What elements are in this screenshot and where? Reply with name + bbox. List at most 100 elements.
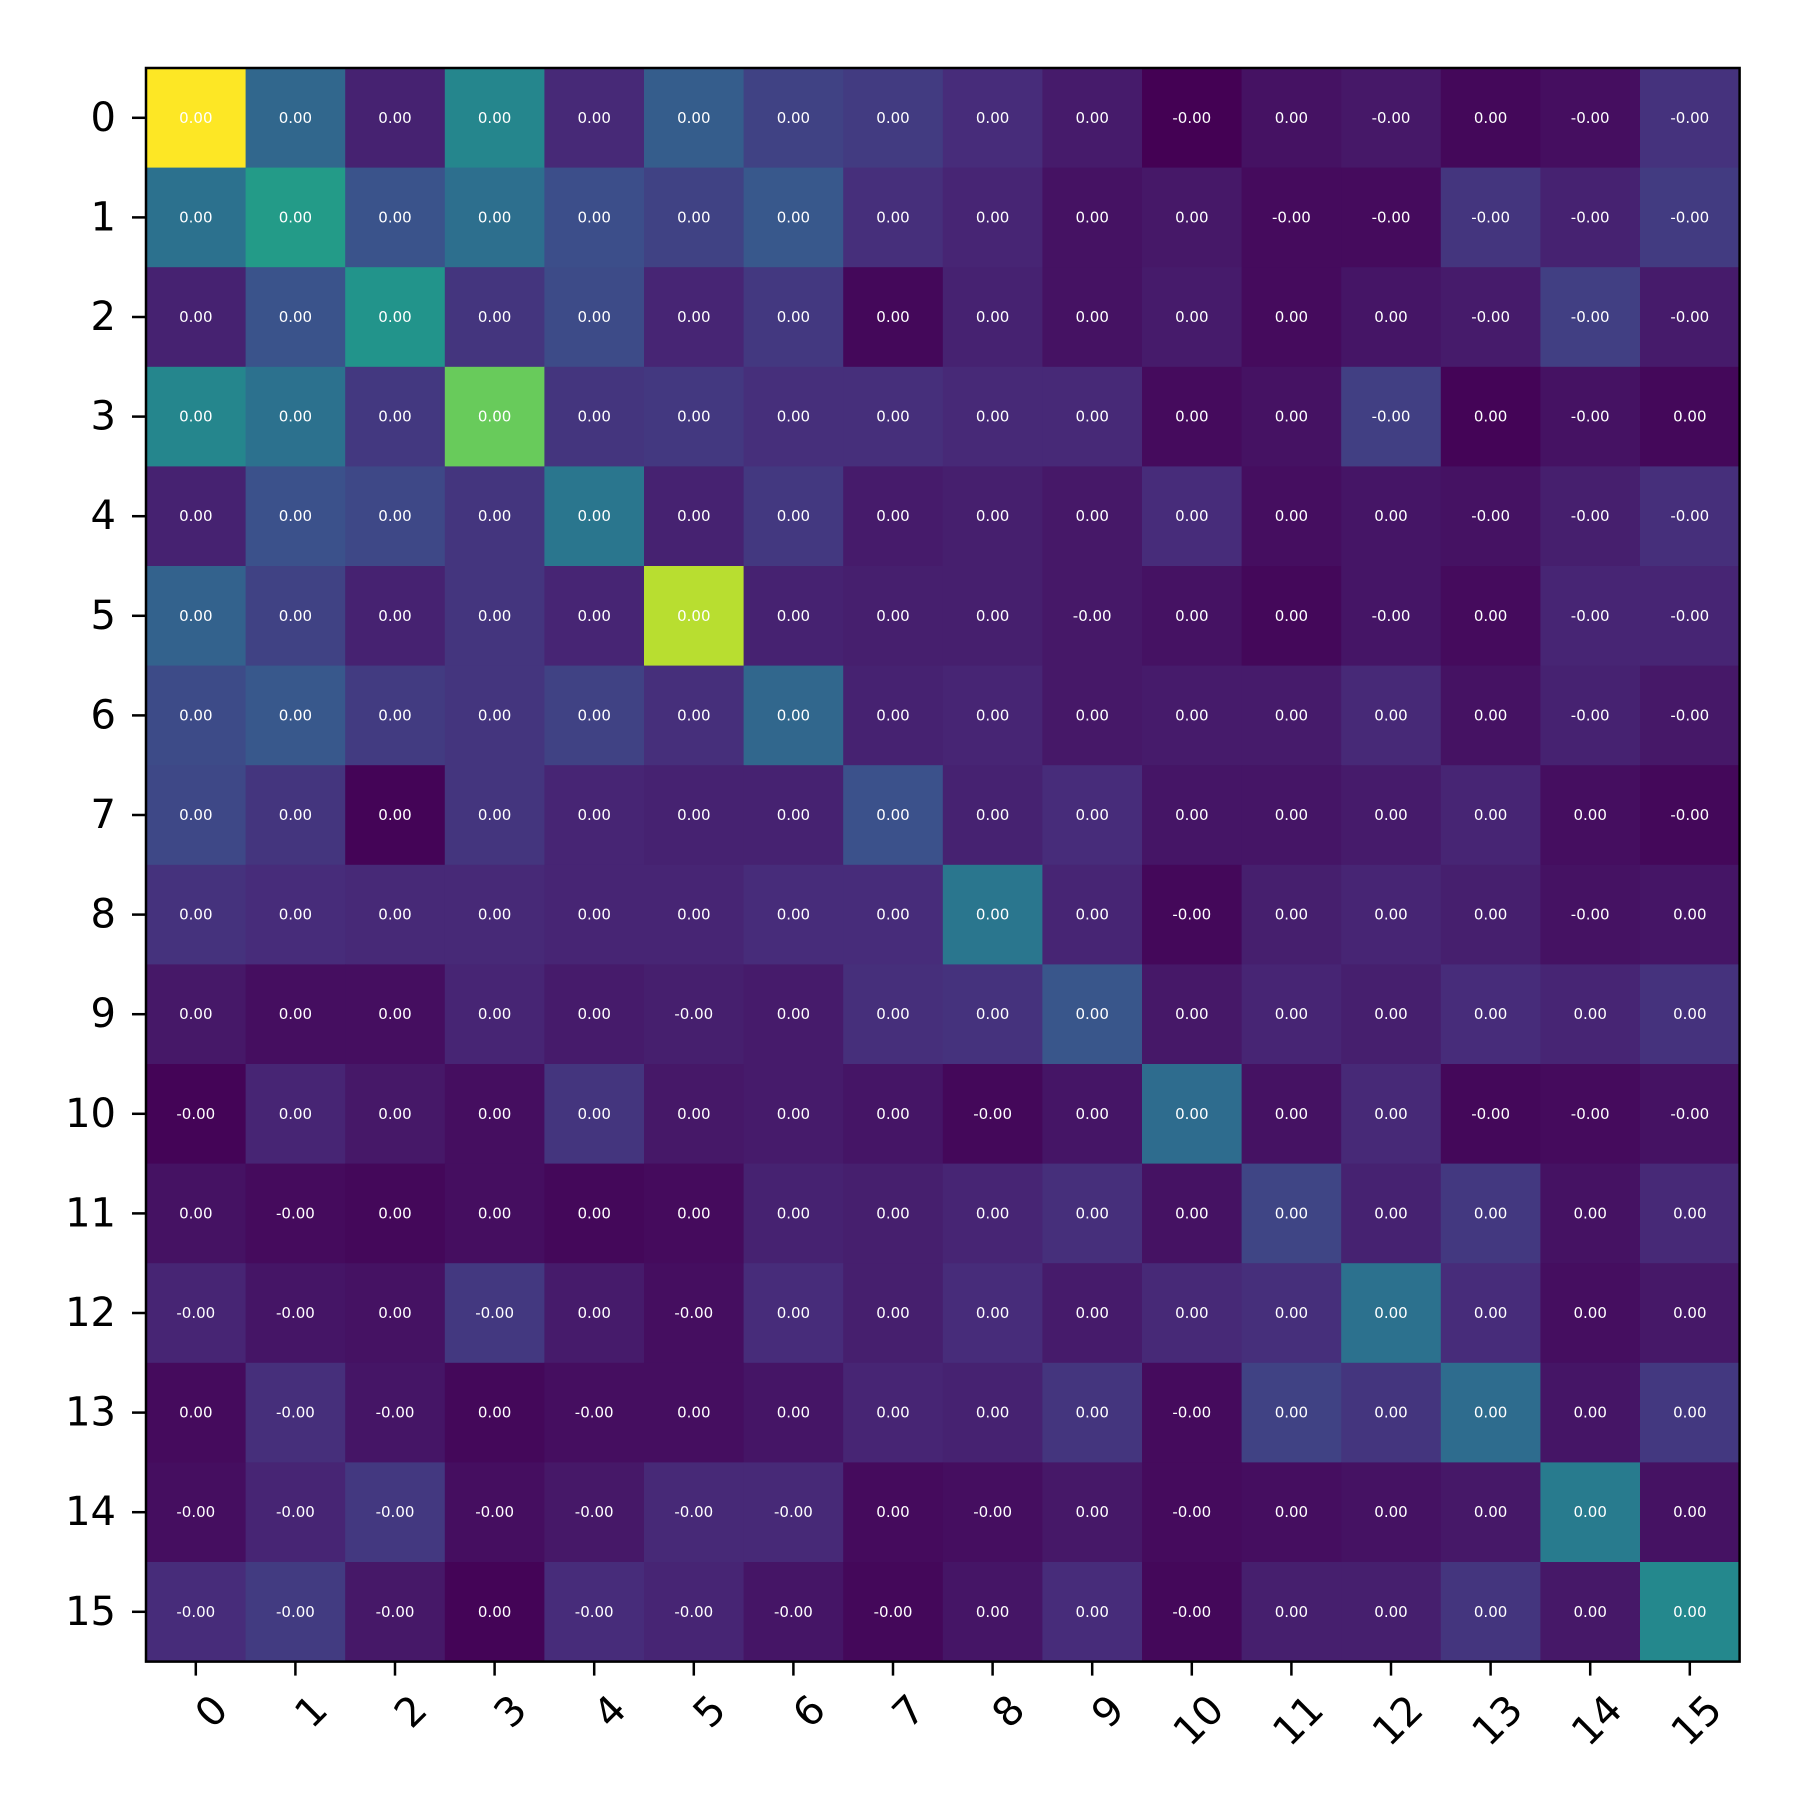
heatmap-cell [245,167,346,268]
heatmap-cell [1241,1163,1342,1264]
heatmap-cell [1440,366,1541,467]
cell-value-label: 0.00 [976,1304,1009,1322]
heatmap-cell [146,665,247,766]
heatmap-cell [1341,1163,1442,1264]
heatmap-cell [544,1163,645,1264]
cell-value-label: 0.00 [1474,1503,1507,1521]
cell-value-label: 0.00 [777,906,810,924]
heatmap-cell [843,1562,944,1663]
heatmap-cell [1042,765,1143,866]
cell-value-label: 0.00 [976,1005,1009,1023]
heatmap-cell [1142,864,1243,965]
heatmap-cell [245,68,346,169]
heatmap-cell [1341,68,1442,169]
x-tick-label: 11 [1264,1687,1333,1756]
heatmap-cell [245,864,346,965]
cell-value-label: 0.00 [777,607,810,625]
heatmap-cell [345,566,446,667]
cell-value-label: -0.00 [276,1304,315,1322]
heatmap-cell [146,1064,247,1165]
x-tick-label: 5 [685,1687,736,1738]
cell-value-label: 0.00 [478,806,511,824]
cell-value-label: 0.00 [1275,1503,1308,1521]
cell-value-label: 0.00 [378,906,411,924]
cell-value-label: 0.00 [577,806,610,824]
cell-value-label: 0.00 [777,109,810,127]
heatmap-cell [843,1362,944,1463]
heatmap-cell [1042,1064,1143,1165]
heatmap-cell [1042,68,1143,169]
heatmap-cell [644,765,745,866]
heatmap-cell [444,665,545,766]
heatmap-cell [444,366,545,467]
heatmap-cell [743,1263,844,1364]
heatmap-cell [1341,1562,1442,1663]
heatmap-cell [942,1562,1043,1663]
cell-value-label: 0.00 [179,806,212,824]
x-tick-label: 3 [486,1687,537,1738]
cell-value-label: 0.00 [179,1404,212,1422]
cell-value-label: 0.00 [1275,1005,1308,1023]
heatmap-cell [1341,466,1442,567]
cell-value-label: 0.00 [976,706,1009,724]
heatmap-cell [1042,1462,1143,1563]
y-tick-label: 14 [65,1489,116,1535]
heatmap-cell [345,1064,446,1165]
heatmap-cell [444,167,545,268]
heatmap-cell [1640,1462,1741,1563]
cell-value-label: 0.00 [1374,507,1407,525]
heatmap-cell [1540,1462,1641,1563]
heatmap-cell [146,1163,247,1264]
heatmap-cell [644,864,745,965]
cell-value-label: -0.00 [376,1503,415,1521]
heatmap-cell [544,466,645,567]
cell-value-label: 0.00 [1474,706,1507,724]
heatmap-cell [843,1064,944,1165]
heatmap-cell [843,765,944,866]
cell-value-label: 0.00 [378,1204,411,1222]
cell-value-label: 0.00 [279,109,312,127]
y-tick-label: 3 [91,394,116,440]
cell-value-label: 0.00 [1374,308,1407,326]
cell-value-label: 0.00 [179,906,212,924]
cell-value-label: 0.00 [1374,1105,1407,1123]
heatmap-cell [843,1462,944,1563]
heatmap-cell [644,1064,745,1165]
cell-value-label: -0.00 [1571,208,1610,226]
heatmap-cell [1042,1263,1143,1364]
cell-value-label: -0.00 [674,1503,713,1521]
cell-value-label: 0.00 [1075,1404,1108,1422]
cell-value-label: -0.00 [276,1404,315,1422]
heatmap-cell [146,68,247,169]
cell-value-label: -0.00 [1571,507,1610,525]
heatmap-cell [743,267,844,368]
heatmap-cell [1640,1263,1741,1364]
x-tick-label: 2 [386,1687,437,1738]
heatmap-cell [544,665,645,766]
cell-value-label: 0.00 [179,507,212,525]
cell-value-label: 0.00 [1374,1005,1407,1023]
heatmap-cell [1341,1462,1442,1563]
cell-value-label: 0.00 [478,1105,511,1123]
cell-value-label: 0.00 [1275,1603,1308,1621]
heatmap-cell [942,1263,1043,1364]
cell-value-label: 0.00 [478,1204,511,1222]
cell-value-label: 0.00 [677,507,710,525]
heatmap-cell [444,1263,545,1364]
heatmap-cell [1142,665,1243,766]
cell-value-label: 0.00 [1175,806,1208,824]
heatmap-cell [444,1462,545,1563]
heatmap-cell [1540,466,1641,567]
heatmap-cell [743,1562,844,1663]
cell-value-label: 0.00 [976,208,1009,226]
cell-value-label: -0.00 [1073,607,1112,625]
cell-value-label: 0.00 [1573,1304,1606,1322]
heatmap-cell [1440,1263,1541,1364]
cell-value-label: 0.00 [876,806,909,824]
cell-value-label: -0.00 [1670,507,1709,525]
cell-value-label: 0.00 [478,1603,511,1621]
cell-value-label: -0.00 [176,1304,215,1322]
cell-value-label: 0.00 [1474,607,1507,625]
